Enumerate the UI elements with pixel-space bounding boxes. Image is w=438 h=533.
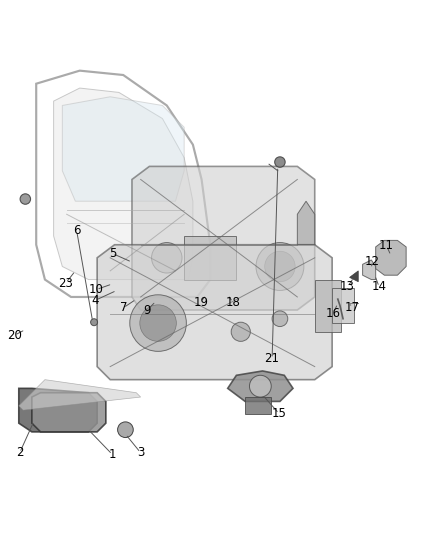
Text: 13: 13 [340, 280, 355, 294]
Text: 6: 6 [73, 224, 81, 237]
Bar [184, 236, 237, 279]
PathPatch shape [53, 88, 193, 279]
Circle shape [272, 311, 288, 327]
Text: 11: 11 [379, 239, 394, 252]
Bar [315, 279, 341, 332]
Text: 17: 17 [344, 301, 359, 314]
Text: 3: 3 [137, 446, 145, 459]
Text: 23: 23 [58, 277, 73, 289]
Text: 14: 14 [372, 280, 387, 294]
Text: 18: 18 [226, 296, 240, 309]
PathPatch shape [97, 245, 332, 379]
PathPatch shape [19, 389, 97, 432]
PathPatch shape [32, 393, 106, 432]
PathPatch shape [62, 97, 184, 201]
Polygon shape [228, 371, 293, 401]
Text: 20: 20 [7, 329, 22, 342]
Text: 5: 5 [109, 247, 116, 260]
Text: 21: 21 [265, 352, 279, 365]
Bar [332, 288, 354, 323]
Circle shape [265, 251, 295, 282]
Polygon shape [350, 271, 358, 282]
Circle shape [117, 422, 133, 438]
Text: 7: 7 [120, 301, 127, 314]
Bar [245, 397, 271, 415]
Text: 1: 1 [109, 448, 116, 461]
PathPatch shape [132, 166, 315, 310]
Circle shape [250, 375, 271, 397]
Text: 15: 15 [272, 407, 286, 420]
Circle shape [130, 295, 186, 351]
Circle shape [275, 157, 285, 167]
Circle shape [152, 243, 182, 273]
PathPatch shape [363, 260, 376, 279]
Text: 9: 9 [143, 303, 151, 317]
Text: 10: 10 [89, 283, 104, 296]
Text: 12: 12 [365, 255, 380, 268]
PathPatch shape [376, 240, 406, 275]
Circle shape [256, 243, 304, 290]
Circle shape [91, 319, 98, 326]
Text: 4: 4 [91, 294, 99, 307]
Text: 16: 16 [325, 307, 340, 320]
PathPatch shape [19, 379, 141, 410]
Text: 19: 19 [193, 296, 208, 309]
Circle shape [140, 305, 177, 341]
Circle shape [20, 194, 31, 204]
Circle shape [231, 322, 251, 341]
Polygon shape [297, 201, 315, 245]
Text: 2: 2 [16, 446, 23, 459]
